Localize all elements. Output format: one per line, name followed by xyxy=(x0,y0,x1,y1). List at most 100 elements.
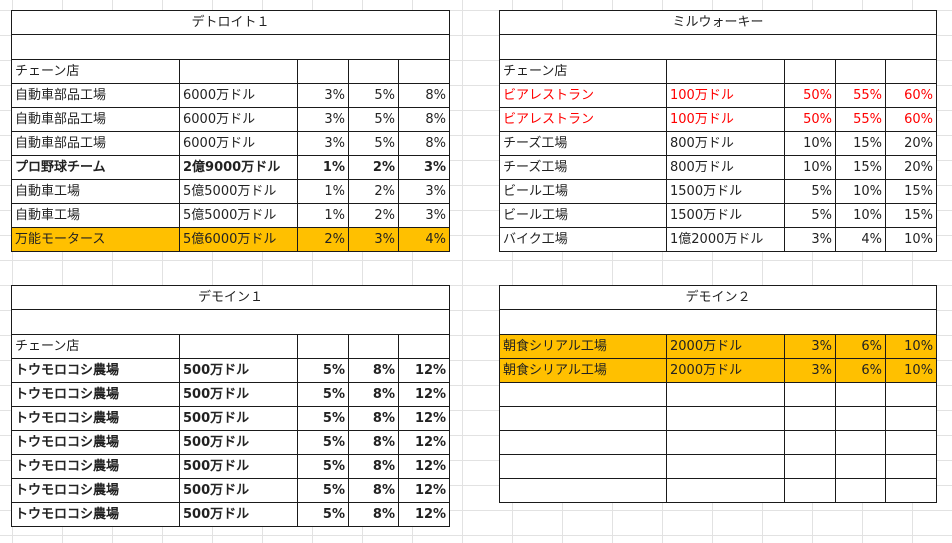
price-cell[interactable]: 6000万ドル xyxy=(179,107,298,132)
rate-cell-2[interactable]: 8% xyxy=(348,478,399,503)
price-cell[interactable]: 5億5000万ドル xyxy=(179,179,298,204)
cell[interactable] xyxy=(397,59,451,84)
price-cell[interactable] xyxy=(666,382,785,407)
rate-cell-1[interactable]: 3% xyxy=(297,107,349,132)
price-cell[interactable]: 6000万ドル xyxy=(179,131,298,156)
rate-cell-1[interactable]: 5% xyxy=(784,203,836,228)
rate-cell-2[interactable]: 5% xyxy=(348,131,399,156)
cell[interactable] xyxy=(835,59,886,84)
chain-name-cell[interactable]: トウモロコシ農場 xyxy=(11,478,180,503)
rate-cell-1[interactable] xyxy=(784,454,836,479)
rate-cell-1[interactable]: 1% xyxy=(297,179,349,204)
rate-cell-3[interactable]: 3% xyxy=(397,203,451,228)
rate-cell-2[interactable]: 3% xyxy=(348,227,399,252)
rate-cell-3[interactable] xyxy=(884,382,938,407)
chain-name-cell[interactable]: 万能モータース xyxy=(11,227,180,252)
rate-cell-2[interactable]: 6% xyxy=(835,358,886,383)
chain-name-cell[interactable]: トウモロコシ農場 xyxy=(11,430,180,455)
rate-cell-2[interactable] xyxy=(835,406,886,431)
price-cell[interactable]: 800万ドル xyxy=(666,155,785,180)
chain-name-cell[interactable]: 朝食シリアル工場 xyxy=(499,334,667,359)
rate-cell-2[interactable] xyxy=(835,454,886,479)
rate-cell-1[interactable]: 50% xyxy=(784,83,836,108)
price-cell[interactable] xyxy=(666,478,785,503)
cell[interactable] xyxy=(884,59,938,84)
chain-name-cell[interactable]: トウモロコシ農場 xyxy=(11,382,180,407)
chain-name-cell[interactable] xyxy=(499,430,667,455)
rate-cell-3[interactable]: 15% xyxy=(884,203,938,228)
rate-cell-2[interactable]: 55% xyxy=(835,83,886,108)
rate-cell-1[interactable]: 5% xyxy=(297,382,349,407)
rate-cell-1[interactable]: 3% xyxy=(784,334,836,359)
rate-cell-1[interactable]: 10% xyxy=(784,131,836,156)
chain-name-cell[interactable]: 自動車工場 xyxy=(11,203,180,228)
chain-name-cell[interactable]: トウモロコシ農場 xyxy=(11,454,180,479)
price-cell[interactable]: 1億2000万ドル xyxy=(666,227,785,252)
rate-cell-3[interactable]: 12% xyxy=(397,502,451,527)
rate-cell-3[interactable]: 20% xyxy=(884,155,938,180)
price-cell[interactable]: 5億5000万ドル xyxy=(179,203,298,228)
chain-name-cell[interactable]: トウモロコシ農場 xyxy=(11,358,180,383)
rate-cell-1[interactable]: 5% xyxy=(297,358,349,383)
cell[interactable] xyxy=(397,334,451,359)
chain-name-cell[interactable]: ビール工場 xyxy=(499,203,667,228)
rate-cell-2[interactable]: 15% xyxy=(835,155,886,180)
rate-cell-1[interactable]: 50% xyxy=(784,107,836,132)
price-cell[interactable]: 1500万ドル xyxy=(666,203,785,228)
rate-cell-3[interactable]: 4% xyxy=(397,227,451,252)
rate-cell-2[interactable]: 10% xyxy=(835,179,886,204)
blank-row[interactable] xyxy=(10,309,451,335)
rate-cell-2[interactable]: 2% xyxy=(348,155,399,180)
rate-cell-2[interactable] xyxy=(835,382,886,407)
rate-cell-2[interactable]: 10% xyxy=(835,203,886,228)
price-cell[interactable] xyxy=(666,454,785,479)
rate-cell-3[interactable]: 10% xyxy=(884,334,938,359)
price-cell[interactable]: 100万ドル xyxy=(666,83,785,108)
rate-cell-2[interactable]: 2% xyxy=(348,179,399,204)
rate-cell-3[interactable] xyxy=(884,478,938,503)
rate-cell-3[interactable]: 8% xyxy=(397,107,451,132)
chain-name-cell[interactable] xyxy=(499,478,667,503)
rate-cell-2[interactable]: 8% xyxy=(348,502,399,527)
price-cell[interactable]: 500万ドル xyxy=(179,382,298,407)
rate-cell-2[interactable]: 8% xyxy=(348,358,399,383)
rate-cell-1[interactable]: 5% xyxy=(297,478,349,503)
chain-name-cell[interactable]: ビアレストラン xyxy=(499,83,667,108)
rate-cell-1[interactable] xyxy=(784,406,836,431)
rate-cell-1[interactable]: 2% xyxy=(297,227,349,252)
rate-cell-2[interactable]: 8% xyxy=(348,382,399,407)
rate-cell-3[interactable]: 8% xyxy=(397,83,451,108)
rate-cell-1[interactable]: 5% xyxy=(297,406,349,431)
rate-cell-3[interactable]: 3% xyxy=(397,179,451,204)
rate-cell-3[interactable]: 20% xyxy=(884,131,938,156)
chain-name-cell[interactable] xyxy=(499,382,667,407)
chain-name-cell[interactable] xyxy=(499,406,667,431)
rate-cell-1[interactable]: 10% xyxy=(784,155,836,180)
blank-row[interactable] xyxy=(498,34,938,60)
rate-cell-2[interactable]: 2% xyxy=(348,203,399,228)
rate-cell-3[interactable]: 60% xyxy=(884,83,938,108)
rate-cell-1[interactable]: 5% xyxy=(784,179,836,204)
rate-cell-2[interactable] xyxy=(835,430,886,455)
cell[interactable] xyxy=(297,59,349,84)
blank-row[interactable] xyxy=(10,34,451,60)
rate-cell-1[interactable]: 1% xyxy=(297,203,349,228)
chain-name-cell[interactable]: チーズ工場 xyxy=(499,155,667,180)
chain-name-cell[interactable]: 自動車部品工場 xyxy=(11,131,180,156)
price-cell[interactable]: 2億9000万ドル xyxy=(179,155,298,180)
cell[interactable] xyxy=(348,59,399,84)
rate-cell-1[interactable]: 5% xyxy=(297,430,349,455)
price-cell[interactable]: 500万ドル xyxy=(179,358,298,383)
price-cell[interactable]: 500万ドル xyxy=(179,406,298,431)
chain-name-cell[interactable]: ビアレストラン xyxy=(499,107,667,132)
rate-cell-3[interactable]: 12% xyxy=(397,406,451,431)
chain-name-cell[interactable]: 自動車部品工場 xyxy=(11,107,180,132)
rate-cell-2[interactable]: 8% xyxy=(348,406,399,431)
price-cell[interactable]: 6000万ドル xyxy=(179,83,298,108)
rate-cell-1[interactable]: 1% xyxy=(297,155,349,180)
rate-cell-1[interactable]: 3% xyxy=(784,358,836,383)
chain-name-cell[interactable]: 朝食シリアル工場 xyxy=(499,358,667,383)
price-cell[interactable]: 5億6000万ドル xyxy=(179,227,298,252)
cell[interactable] xyxy=(784,59,836,84)
price-cell[interactable]: 800万ドル xyxy=(666,131,785,156)
